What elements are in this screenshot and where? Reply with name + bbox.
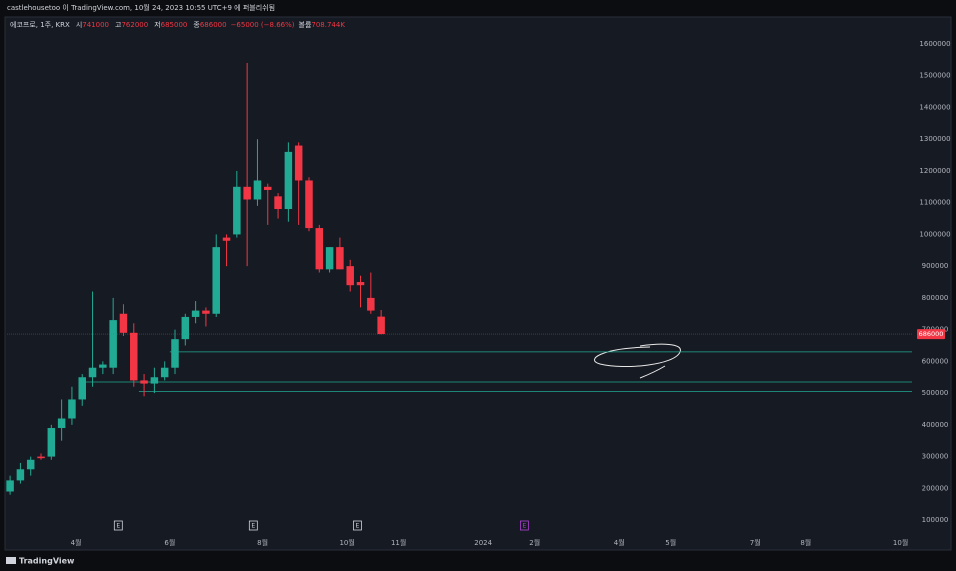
event-marker xyxy=(113,520,123,531)
y-tick-label: 300000 xyxy=(922,453,949,461)
x-tick-label: 2024 xyxy=(474,539,492,547)
x-tick-label: 10월 xyxy=(893,538,908,547)
candle-body xyxy=(222,237,231,241)
hand-drawing xyxy=(594,343,681,379)
candle-body xyxy=(26,459,35,470)
price-label: 686000 xyxy=(919,330,944,338)
candle-body xyxy=(284,151,293,210)
candle-body xyxy=(160,367,169,378)
candle-body xyxy=(37,456,45,459)
y-tick-label: 900000 xyxy=(922,262,949,270)
y-tick-label: 1500000 xyxy=(919,72,950,80)
candle-body xyxy=(130,332,138,381)
legend-label: 종 xyxy=(193,21,200,29)
event-marker xyxy=(248,520,258,531)
y-tick-label: 1300000 xyxy=(919,135,950,143)
candle-body xyxy=(6,480,14,492)
candle-body xyxy=(150,377,159,384)
candle-body xyxy=(315,228,324,270)
candle-body xyxy=(243,186,251,200)
event-label: E xyxy=(522,523,526,530)
y-tick-label: 100000 xyxy=(922,516,949,524)
x-tick-label: 11월 xyxy=(391,538,406,547)
x-tick-label: 7월 xyxy=(750,538,761,547)
event-label: E xyxy=(356,523,360,530)
candle-body xyxy=(119,313,128,333)
y-tick-label: 1600000 xyxy=(919,40,950,48)
candle-body xyxy=(202,310,210,314)
candle-body xyxy=(325,247,334,270)
candle-body xyxy=(16,469,25,481)
x-tick-label: 2월 xyxy=(529,538,540,547)
legend: 에코프로, 1주, KRX 시741000 고762000 저685000 종68600… xyxy=(10,20,345,29)
legend-value: 762000 xyxy=(121,21,148,29)
candle-body xyxy=(68,399,76,419)
chart-panel xyxy=(4,16,952,551)
candle-body xyxy=(377,316,385,335)
candle-body xyxy=(356,282,365,286)
y-tick-label: 1200000 xyxy=(919,167,950,175)
candle-body xyxy=(57,418,66,429)
candle-body xyxy=(233,186,241,235)
header: castlehousetoo 이 TradingView.com, 10월 24… xyxy=(7,3,275,12)
y-tick-label: 1100000 xyxy=(919,199,950,207)
logo-text: TradingView xyxy=(19,557,75,566)
x-tick-label: 8월 xyxy=(800,538,811,547)
symbol: 에코프로, 1주, KRX xyxy=(10,20,70,29)
x-tick-label: 5월 xyxy=(665,538,676,547)
candle-body xyxy=(88,367,97,378)
y-tick-label: 400000 xyxy=(922,421,949,429)
legend-label: 시 xyxy=(76,21,82,29)
x-tick-label: 6월 xyxy=(164,538,175,547)
candle-body xyxy=(99,364,107,368)
legend-change: −65000 (−8.66%) xyxy=(231,21,295,29)
logo-icon xyxy=(6,557,16,564)
y-tick-label: 1400000 xyxy=(919,103,950,111)
y-tick-label: 200000 xyxy=(922,484,949,492)
legend-value: 686000 xyxy=(200,21,227,29)
legend-value: 708.744K xyxy=(311,21,345,29)
candle-body xyxy=(78,377,86,400)
candle-body xyxy=(212,247,220,314)
candle-body xyxy=(264,186,272,190)
candle-body xyxy=(181,316,190,340)
candle-body xyxy=(367,297,375,311)
candle-body xyxy=(336,247,344,270)
event-marker xyxy=(353,520,362,531)
candle-body xyxy=(294,145,303,181)
legend-label: 저 xyxy=(154,20,160,29)
x-tick-label: 4월 xyxy=(71,538,82,547)
candle-body xyxy=(109,320,117,368)
y-tick-label: 800000 xyxy=(922,294,949,302)
candle-body xyxy=(305,180,313,229)
event-label: E xyxy=(116,523,120,530)
candle-body xyxy=(191,310,200,317)
x-tick-label: 10월 xyxy=(339,538,354,547)
y-tick-label: 500000 xyxy=(922,389,949,397)
event-marker xyxy=(519,520,529,531)
legend-label: 볼륨 xyxy=(299,20,312,29)
y-tick-label: 600000 xyxy=(922,357,949,365)
legend-line: 에코프로, 1주, KRX 시741000 고762000 저685000 종68600… xyxy=(10,20,345,29)
logo: TradingView xyxy=(6,557,75,566)
legend-value: 685000 xyxy=(161,21,188,29)
legend-value: 741000 xyxy=(82,21,109,29)
legend-label: 고 xyxy=(115,21,122,29)
candle-body xyxy=(346,266,354,286)
candle-body xyxy=(253,180,262,200)
x-tick-label: 8월 xyxy=(257,538,268,547)
x-tick-label: 4월 xyxy=(614,538,625,547)
candle-body xyxy=(140,380,148,384)
candle-body xyxy=(47,428,56,457)
price-label-box xyxy=(917,329,945,340)
event-label: E xyxy=(251,523,255,530)
candle-body xyxy=(171,339,179,368)
candle-body xyxy=(274,196,282,210)
y-tick-label: 1000000 xyxy=(919,230,950,238)
